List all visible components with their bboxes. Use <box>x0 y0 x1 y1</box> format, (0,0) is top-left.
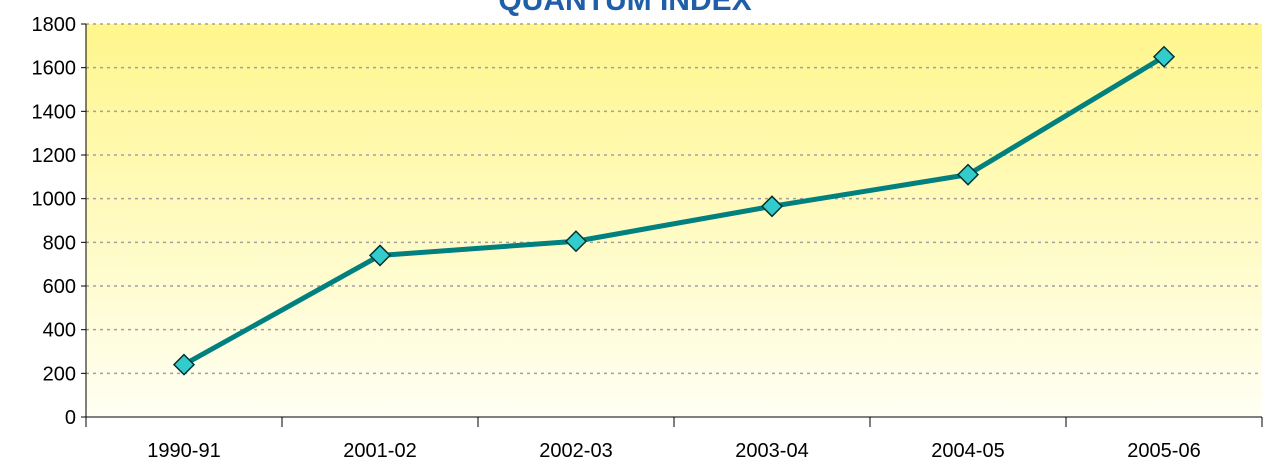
chart-title: QUANTUM INDEX <box>498 0 751 17</box>
marker <box>1152 45 1176 68</box>
y-tick-label: 1200 <box>32 145 77 167</box>
x-tick-label: 2001-02 <box>343 440 416 462</box>
x-tick-label: 2004-05 <box>931 440 1004 462</box>
marker <box>760 195 784 218</box>
y-tick-label: 600 <box>43 276 76 298</box>
y-tick-label: 1000 <box>32 189 77 211</box>
plot-area <box>86 24 1262 417</box>
x-tick-label: 2003-04 <box>735 440 808 462</box>
y-tick-label: 1800 <box>32 14 77 36</box>
marker <box>368 244 392 267</box>
line <box>182 54 1166 367</box>
x-tick-label: 2002-03 <box>539 440 612 462</box>
y-tick-label: 400 <box>43 320 76 342</box>
x-tick-label: 2005-06 <box>1127 440 1200 462</box>
marker <box>956 163 980 186</box>
y-tick-label: 800 <box>43 232 76 254</box>
y-tick-label: 1600 <box>32 58 77 80</box>
marker <box>564 230 588 253</box>
x-tick-label: 1990-91 <box>147 440 220 462</box>
marker <box>172 353 196 376</box>
y-tick-label: 0 <box>65 407 76 429</box>
y-tick-label: 1400 <box>32 101 77 123</box>
y-tick-label: 200 <box>43 363 76 385</box>
